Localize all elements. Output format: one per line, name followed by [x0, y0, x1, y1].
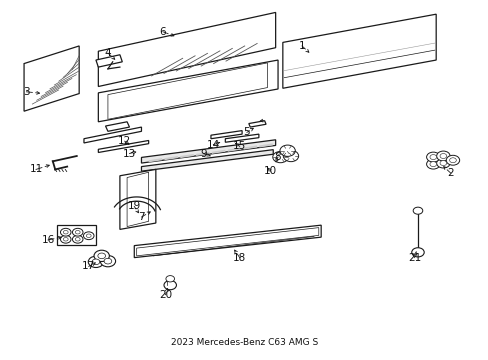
Polygon shape [164, 156, 178, 160]
Polygon shape [196, 152, 209, 156]
Circle shape [283, 150, 298, 162]
Polygon shape [148, 158, 162, 162]
Polygon shape [259, 143, 272, 148]
Text: 11: 11 [29, 165, 42, 174]
Text: 17: 17 [82, 261, 95, 271]
Text: 2: 2 [447, 168, 453, 178]
Polygon shape [127, 172, 148, 226]
Circle shape [100, 256, 115, 267]
Text: 8: 8 [274, 152, 281, 162]
Circle shape [436, 158, 449, 168]
Circle shape [448, 158, 455, 163]
Polygon shape [211, 150, 225, 154]
Circle shape [436, 151, 449, 161]
FancyBboxPatch shape [57, 225, 96, 245]
Circle shape [439, 161, 446, 166]
Polygon shape [243, 145, 256, 150]
Polygon shape [98, 140, 148, 153]
Polygon shape [225, 134, 258, 142]
Circle shape [75, 238, 80, 241]
Circle shape [429, 162, 436, 167]
Circle shape [63, 230, 68, 234]
Circle shape [75, 230, 80, 234]
Text: 16: 16 [41, 235, 55, 245]
Polygon shape [120, 170, 156, 229]
Circle shape [72, 235, 83, 243]
Polygon shape [227, 148, 241, 152]
Circle shape [280, 145, 295, 156]
Polygon shape [84, 127, 141, 143]
Text: 21: 21 [407, 253, 420, 262]
Circle shape [98, 253, 105, 259]
Circle shape [94, 250, 109, 261]
Circle shape [83, 232, 94, 240]
Text: 7: 7 [138, 212, 144, 222]
Circle shape [61, 228, 71, 236]
Polygon shape [108, 63, 267, 119]
Circle shape [88, 256, 103, 267]
Polygon shape [98, 12, 275, 86]
Circle shape [63, 238, 68, 241]
Circle shape [426, 159, 439, 169]
Polygon shape [248, 121, 265, 127]
Circle shape [411, 248, 423, 257]
Text: 4: 4 [104, 48, 111, 58]
Text: 3: 3 [23, 87, 30, 97]
Polygon shape [137, 228, 318, 256]
Text: 2023 Mercedes-Benz C63 AMG S: 2023 Mercedes-Benz C63 AMG S [170, 338, 318, 347]
Polygon shape [180, 154, 193, 158]
Text: 14: 14 [206, 140, 220, 150]
Circle shape [72, 228, 83, 236]
Polygon shape [210, 131, 242, 139]
Circle shape [61, 235, 71, 243]
Text: 13: 13 [122, 149, 136, 158]
Circle shape [163, 280, 176, 290]
Circle shape [426, 152, 439, 162]
Text: 9: 9 [200, 149, 206, 158]
Text: 20: 20 [159, 290, 172, 300]
Text: 5: 5 [243, 127, 250, 138]
Circle shape [412, 207, 422, 214]
Circle shape [429, 154, 436, 159]
Text: 15: 15 [233, 141, 246, 152]
Polygon shape [141, 150, 273, 171]
Polygon shape [134, 225, 321, 258]
Polygon shape [141, 140, 275, 163]
Circle shape [165, 276, 174, 282]
Circle shape [439, 154, 446, 158]
Circle shape [86, 234, 91, 238]
Circle shape [92, 259, 100, 265]
Circle shape [104, 258, 112, 264]
Text: 10: 10 [264, 166, 277, 176]
Text: 18: 18 [233, 253, 246, 262]
Circle shape [446, 155, 459, 165]
Polygon shape [24, 46, 79, 111]
Text: 1: 1 [298, 41, 305, 51]
Polygon shape [282, 14, 435, 88]
Polygon shape [105, 122, 129, 131]
Text: 6: 6 [160, 27, 166, 37]
Polygon shape [96, 55, 122, 67]
Circle shape [272, 152, 287, 163]
Text: 12: 12 [118, 136, 131, 146]
Text: 19: 19 [127, 202, 141, 211]
